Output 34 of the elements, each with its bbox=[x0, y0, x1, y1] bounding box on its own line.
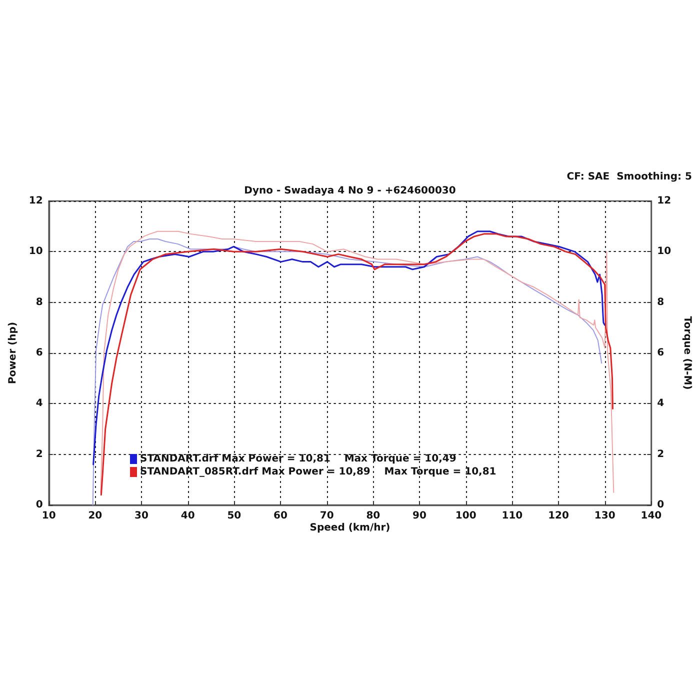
text: CF: SAE Smoothing: 5 bbox=[566, 172, 692, 182]
x-tick-label: 30 bbox=[134, 510, 148, 522]
x-tick-label: 110 bbox=[502, 510, 523, 522]
y2-tick-label: 6 bbox=[657, 348, 664, 358]
x-tick-label: 140 bbox=[640, 510, 662, 522]
y-axis-title: Power (hp) bbox=[8, 322, 18, 384]
chart-title: Dyno - Swadaya 4 No 9 - +624600030 bbox=[244, 186, 456, 196]
x-tick-label: 50 bbox=[227, 510, 242, 522]
x-tick-label: 40 bbox=[180, 510, 195, 522]
y2-tick-label: 2 bbox=[657, 448, 664, 460]
y2-tick-label: 12 bbox=[657, 196, 672, 206]
x-tick-label: 60 bbox=[274, 510, 288, 522]
y-tick-label: 6 bbox=[36, 348, 43, 358]
x-tick-label: 90 bbox=[412, 510, 426, 522]
y-tick-label: 12 bbox=[28, 196, 43, 206]
legend-label: STANDART_085RT.drf Max Power = 10,89 Max Torque = 10,81 bbox=[140, 466, 496, 478]
y2-axis-title: Torque (N-M) bbox=[682, 316, 692, 390]
y2-tick-label: 8 bbox=[657, 296, 664, 308]
y-tick-label: 10 bbox=[28, 246, 43, 258]
x-tick-label: 20 bbox=[88, 510, 102, 522]
legend-label: STANDART.drf Max Power = 10,81 Max Torque = 10,49 bbox=[140, 454, 456, 464]
x-tick-label: 70 bbox=[320, 510, 334, 522]
x-tick-label: 130 bbox=[594, 510, 616, 522]
y-tick-label: 4 bbox=[36, 398, 43, 410]
x-axis-title: Speed (km/hr) bbox=[310, 522, 390, 534]
y-tick-label: 2 bbox=[36, 448, 43, 460]
y2-tick-label: 4 bbox=[657, 398, 664, 410]
y2-tick-label: 0 bbox=[657, 500, 664, 510]
x-tick-label: 120 bbox=[548, 510, 569, 522]
y-tick-label: 0 bbox=[36, 500, 43, 510]
y2-tick-label: 10 bbox=[657, 246, 672, 258]
y-tick-label: 8 bbox=[36, 296, 43, 308]
x-tick-label: 80 bbox=[366, 510, 380, 522]
x-tick-label: 100 bbox=[455, 510, 476, 522]
